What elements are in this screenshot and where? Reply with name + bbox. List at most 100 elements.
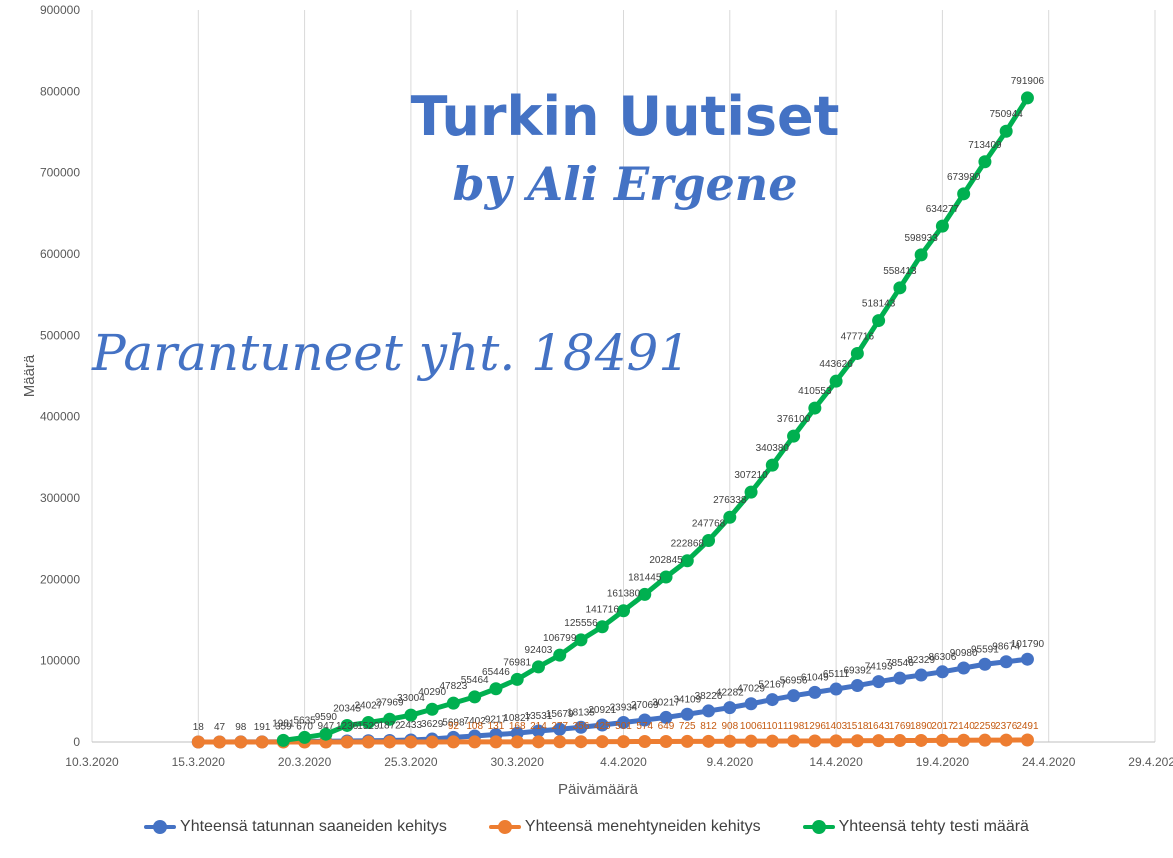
data-label: 86306: [928, 652, 956, 663]
data-label: 359: [275, 722, 292, 733]
data-label: 78546: [886, 658, 914, 669]
data-label: 125556: [564, 618, 598, 629]
data-label: 1769: [889, 721, 912, 732]
x-tick-label: 15.3.2020: [172, 755, 226, 769]
data-point: [574, 720, 588, 734]
data-label: 558413: [883, 266, 917, 277]
data-point: [872, 675, 886, 689]
data-label: 47: [214, 722, 226, 733]
data-label: 65111: [823, 669, 850, 680]
x-tick-label: 19.4.2020: [916, 755, 970, 769]
data-label: 1981: [272, 718, 295, 729]
data-label: 69392: [843, 666, 871, 677]
data-label: 670: [296, 721, 313, 732]
data-label: 1890: [910, 721, 933, 732]
data-label: 2376: [995, 721, 1018, 732]
data-label: 750944: [989, 109, 1023, 120]
data-point: [765, 734, 779, 748]
data-point: [638, 713, 652, 727]
legend: Yhteensä tatunnan saaneiden kehitys Yhte…: [0, 818, 1173, 836]
data-point: [489, 735, 503, 749]
data-point: [595, 620, 609, 634]
data-label: 1518: [846, 721, 869, 732]
x-tick-label: 24.4.2020: [1022, 755, 1076, 769]
y-tick-label: 900000: [40, 3, 80, 17]
x-tick-label: 29.4.2020: [1128, 755, 1173, 769]
legend-label-deaths: Yhteensä menehtyneiden kehitys: [524, 818, 761, 835]
data-label: 908: [721, 721, 738, 732]
data-label: 1872: [379, 720, 402, 731]
data-point: [829, 374, 843, 388]
data-point: [531, 660, 545, 674]
x-tick-label: 30.3.2020: [491, 755, 545, 769]
data-point: [744, 485, 758, 499]
data-point: [319, 727, 333, 741]
data-point: [191, 735, 205, 749]
data-label: 23934: [610, 703, 638, 714]
data-label: 42282: [716, 688, 744, 699]
data-labels: 18 47 98 191 359 670 947 1236 1529 1872 2433 3629 56…: [193, 76, 1045, 733]
data-label: 65446: [482, 667, 510, 678]
data-label: 161380: [607, 589, 641, 600]
data-label: 74193: [865, 662, 893, 673]
data-point: [702, 734, 716, 748]
data-label: 20921: [588, 705, 616, 716]
data-point: [702, 533, 716, 547]
data-label: 649: [658, 721, 675, 732]
data-label: 10827: [503, 713, 531, 724]
data-label: 598933: [904, 233, 938, 244]
data-label: 477716: [841, 331, 875, 342]
data-point: [468, 735, 482, 749]
data-label: 108: [466, 721, 483, 732]
data-point: [808, 734, 822, 748]
y-tick-label: 800000: [40, 84, 80, 98]
data-point: [723, 701, 737, 715]
data-label: 141716: [586, 605, 620, 616]
data-point: [361, 715, 375, 729]
data-label: 214: [530, 721, 547, 732]
data-point: [298, 730, 312, 744]
data-label: 82329: [907, 655, 935, 666]
legend-marker-deaths: [488, 820, 521, 834]
data-point: [340, 735, 354, 749]
data-point: [680, 734, 694, 748]
data-point: [872, 734, 886, 748]
data-point: [617, 716, 630, 730]
data-point: [914, 248, 928, 262]
data-point: [404, 708, 418, 722]
data-point: [595, 718, 609, 732]
data-label: 1403: [825, 721, 848, 732]
data-point: [510, 735, 524, 749]
data-label: 98674: [992, 642, 1020, 653]
data-label: 501: [615, 721, 632, 732]
data-point: [638, 587, 652, 601]
data-label: 92: [448, 721, 460, 732]
data-point: [404, 735, 418, 749]
data-point: [787, 429, 801, 443]
data-label: 98: [235, 722, 247, 733]
legend-item-tests: Yhteensä tehty testi määrä: [802, 818, 1029, 836]
data-point: [383, 735, 397, 749]
data-point: [531, 735, 545, 749]
data-label: 2433: [400, 720, 423, 731]
data-label: 1006: [740, 721, 763, 732]
data-point: [914, 668, 928, 682]
y-tick-label: 200000: [40, 572, 80, 586]
data-point: [978, 733, 992, 747]
data-label: 518143: [862, 299, 896, 310]
data-label: 76981: [503, 657, 531, 668]
data-label: 2017: [931, 721, 954, 732]
data-point: [744, 697, 758, 711]
data-point: [425, 702, 439, 716]
legend-item-deaths: Yhteensä menehtyneiden kehitys: [488, 818, 761, 836]
data-point: [978, 657, 992, 671]
legend-label-confirmed: Yhteensä tatunnan saaneiden kehitys: [180, 818, 447, 835]
data-label: 443626: [819, 359, 853, 370]
data-point: [680, 707, 694, 721]
data-label: 1643: [867, 721, 890, 732]
data-point: [468, 690, 482, 704]
data-point: [872, 314, 886, 328]
data-label: 2491: [1016, 721, 1039, 732]
data-label: 713409: [968, 140, 1002, 151]
data-label: 1296: [804, 721, 827, 732]
